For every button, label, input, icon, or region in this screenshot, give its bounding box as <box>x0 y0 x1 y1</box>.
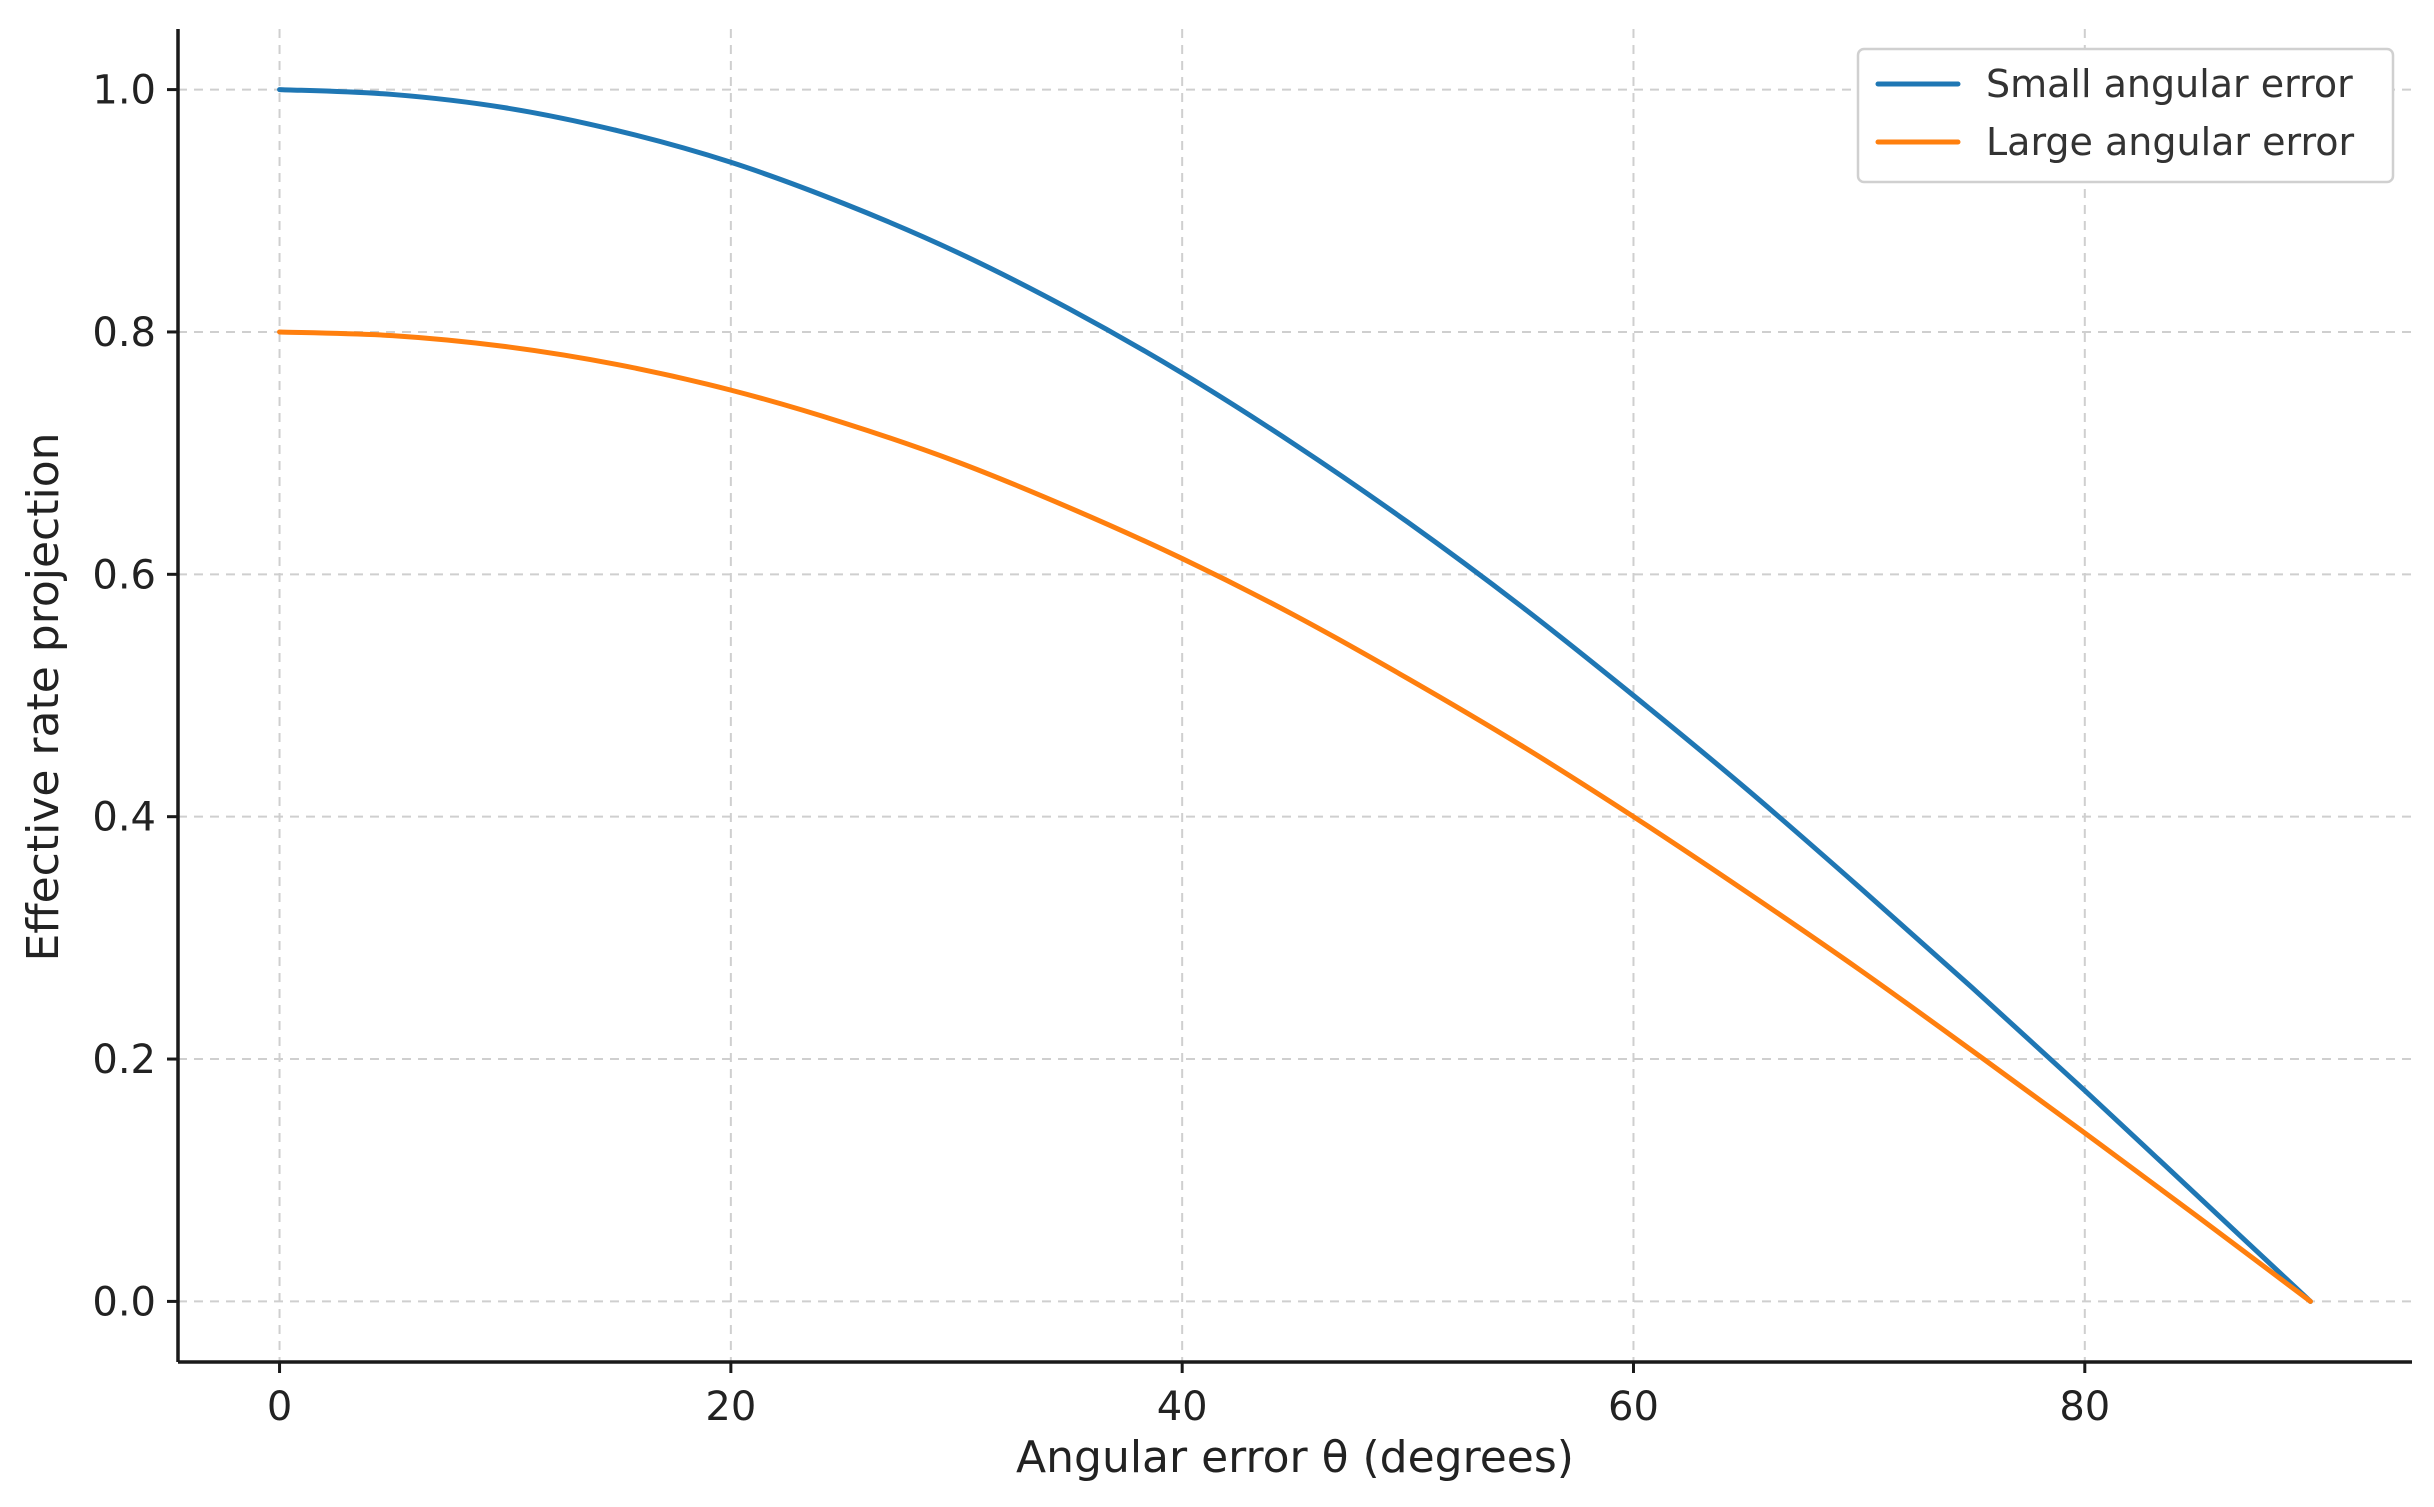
legend-box <box>1856 47 2395 184</box>
y-axis-title: Effective rate projection <box>18 432 69 961</box>
series-line-large-angular-error <box>277 329 2313 1304</box>
ticks-layer: 0 20 40 60 80 0.0 0.2 0.4 0.6 0.8 1.0 <box>92 68 2110 1430</box>
y-tick-label: 0.0 <box>92 1279 156 1325</box>
x-axis-title: Angular error θ (degrees) <box>1016 1432 1574 1483</box>
y-tick-label: 0.8 <box>92 310 156 356</box>
x-tick-label: 60 <box>1608 1384 1659 1430</box>
y-tick-label: 0.6 <box>92 552 156 598</box>
legend-items: Small angular error Large angular error <box>1875 62 2354 164</box>
grid-layer <box>178 29 2412 1362</box>
legend-label-small-angular-error: Small angular error <box>1986 62 2353 106</box>
axes-layer <box>176 29 2412 1364</box>
series-line-small-angular-error <box>277 87 2313 1304</box>
y-tick-label: 1.0 <box>92 68 156 114</box>
y-tick-label: 0.2 <box>92 1037 156 1083</box>
x-tick-label: 80 <box>2059 1384 2110 1430</box>
legend: Small angular error Large angular error <box>1856 47 2395 184</box>
y-tick-label: 0.4 <box>92 795 156 841</box>
x-tick-label: 20 <box>705 1384 756 1430</box>
x-tick-label: 40 <box>1157 1384 1208 1430</box>
x-tick-label: 0 <box>267 1384 292 1430</box>
series-layer <box>277 87 2313 1304</box>
legend-label-large-angular-error: Large angular error <box>1986 120 2354 164</box>
